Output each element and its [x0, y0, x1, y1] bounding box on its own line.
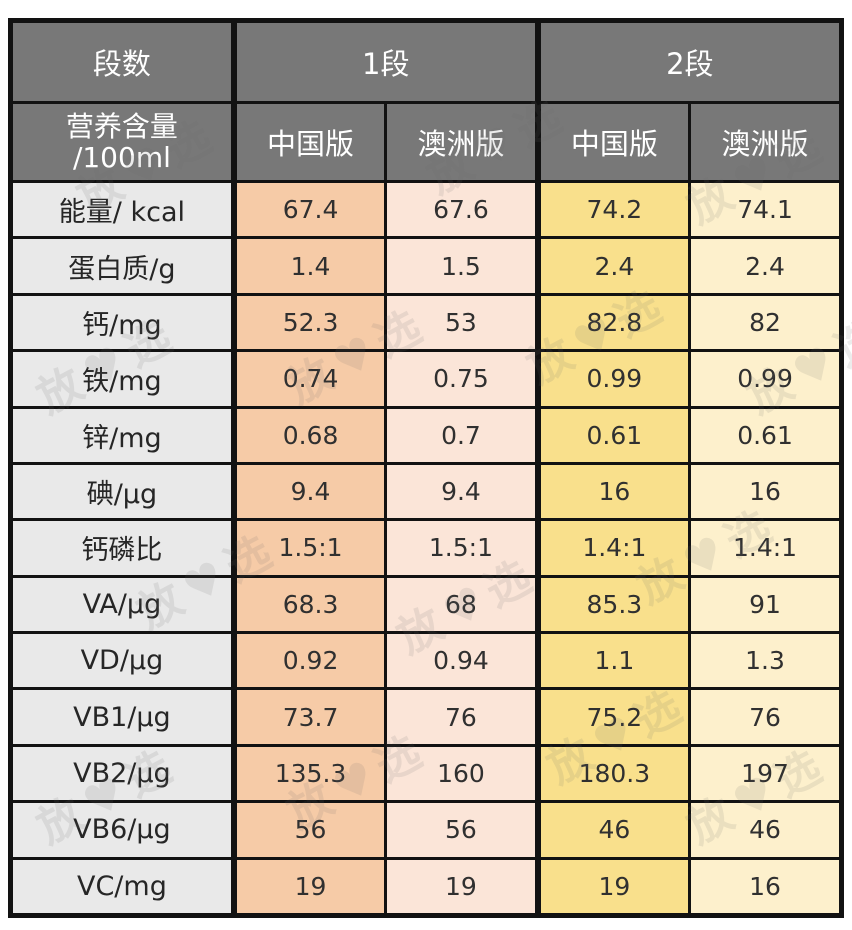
value-stage1-china: 0.68	[230, 405, 388, 465]
row-label: VA/µg	[8, 574, 236, 635]
value-stage1-china: 73.7	[230, 687, 388, 747]
value-stage1-australia: 68	[384, 574, 540, 635]
value-stage1-australia: 0.94	[384, 630, 540, 691]
header-row-versions: 营养含量 /100ml 中国版 澳洲版 中国版 澳洲版	[8, 101, 843, 183]
value-stage1-australia: 1.5:1	[384, 518, 540, 578]
value-stage2-china: 75.2	[534, 687, 692, 747]
value-stage2-australia: 0.99	[688, 349, 843, 409]
value-stage2-australia: 74.1	[688, 179, 843, 240]
value-stage2-china: 1.4:1	[534, 518, 692, 578]
row-label: 能量/ kcal	[8, 179, 236, 240]
value-stage1-china: 19	[230, 856, 388, 917]
value-stage2-china: 46	[534, 800, 692, 860]
value-stage2-china: 0.99	[534, 349, 692, 409]
value-stage2-australia: 2.4	[688, 236, 843, 296]
value-stage1-australia: 56	[384, 800, 540, 860]
row-label: VB1/µg	[8, 687, 236, 747]
table-row-energy: 能量/ kcal 67.4 67.6 74.2 74.1	[8, 179, 843, 240]
value-stage2-china: 19	[534, 856, 692, 917]
value-stage1-china: 68.3	[230, 574, 388, 635]
value-stage2-china: 82.8	[534, 292, 692, 353]
value-stage1-australia: 160	[384, 743, 540, 804]
value-stage1-australia: 76	[384, 687, 540, 747]
unit-label-line1: 营养含量	[65, 109, 178, 143]
table-row-iron: 铁/mg 0.74 0.75 0.99 0.99	[8, 349, 843, 409]
value-stage1-australia: 19	[384, 856, 540, 917]
header-stage1-china: 中国版	[230, 101, 388, 183]
value-stage2-china: 1.1	[534, 630, 692, 691]
row-label: VD/µg	[8, 630, 236, 691]
row-label: 钙/mg	[8, 292, 236, 353]
value-stage2-australia: 16	[688, 856, 843, 917]
value-stage2-australia: 0.61	[688, 405, 843, 465]
value-stage2-china: 0.61	[534, 405, 692, 465]
row-label: 钙磷比	[8, 518, 236, 578]
value-stage1-australia: 53	[384, 292, 540, 353]
value-stage1-china: 52.3	[230, 292, 388, 353]
corner-stage-label: 段数	[8, 19, 236, 104]
value-stage1-china: 1.5:1	[230, 518, 388, 578]
value-stage2-australia: 76	[688, 687, 843, 747]
value-stage2-australia: 1.3	[688, 630, 843, 691]
value-stage2-china: 180.3	[534, 743, 692, 804]
value-stage1-australia: 0.75	[384, 349, 540, 409]
value-stage2-australia: 16	[688, 461, 843, 522]
value-stage1-china: 56	[230, 800, 388, 860]
row-label: 蛋白质/g	[8, 236, 236, 296]
row-label: 铁/mg	[8, 349, 236, 409]
value-stage2-australia: 197	[688, 743, 843, 804]
table-row-vitamin-b6: VB6/µg 56 56 46 46	[8, 800, 843, 860]
header-stage-1: 1段	[230, 19, 540, 104]
value-stage2-australia: 1.4:1	[688, 518, 843, 578]
value-stage2-australia: 46	[688, 800, 843, 860]
table-row-vitamin-b2: VB2/µg 135.3 160 180.3 197	[8, 743, 843, 804]
header-stage1-australia: 澳洲版	[384, 101, 540, 183]
value-stage2-australia: 91	[688, 574, 843, 635]
value-stage1-china: 9.4	[230, 461, 388, 522]
nutrition-table: 段数 1段 2段 营养含量 /100ml 中国版 澳洲版 中国版 澳洲版 能量/…	[8, 18, 844, 918]
header-nutrient-unit: 营养含量 /100ml	[8, 101, 236, 183]
table-row-vitamin-a: VA/µg 68.3 68 85.3 91	[8, 574, 843, 635]
value-stage2-china: 85.3	[534, 574, 692, 635]
row-label: 锌/mg	[8, 405, 236, 465]
value-stage1-china: 135.3	[230, 743, 388, 804]
table-row-ca-p-ratio: 钙磷比 1.5:1 1.5:1 1.4:1 1.4:1	[8, 518, 843, 578]
header-row-stage: 段数 1段 2段	[8, 19, 843, 104]
value-stage1-australia: 67.6	[384, 179, 540, 240]
table-row-protein: 蛋白质/g 1.4 1.5 2.4 2.4	[8, 236, 843, 296]
value-stage2-china: 74.2	[534, 179, 692, 240]
table-row-vitamin-c: VC/mg 19 19 19 16	[8, 856, 843, 917]
value-stage1-australia: 1.5	[384, 236, 540, 296]
value-stage2-australia: 82	[688, 292, 843, 353]
table-row-zinc: 锌/mg 0.68 0.7 0.61 0.61	[8, 405, 843, 465]
table-row-vitamin-b1: VB1/µg 73.7 76 75.2 76	[8, 687, 843, 747]
header-stage2-china: 中国版	[534, 101, 692, 183]
value-stage1-australia: 9.4	[384, 461, 540, 522]
value-stage2-china: 16	[534, 461, 692, 522]
value-stage2-china: 2.4	[534, 236, 692, 296]
row-label: VB6/µg	[8, 800, 236, 860]
table-row-vitamin-d: VD/µg 0.92 0.94 1.1 1.3	[8, 630, 843, 691]
row-label: VB2/µg	[8, 743, 236, 804]
header-stage-2: 2段	[534, 19, 843, 104]
header-stage2-australia: 澳洲版	[688, 101, 843, 183]
value-stage1-china: 0.92	[230, 630, 388, 691]
row-label: VC/mg	[8, 856, 236, 917]
table-row-iodine: 碘/µg 9.4 9.4 16 16	[8, 461, 843, 522]
value-stage1-china: 1.4	[230, 236, 388, 296]
row-label: 碘/µg	[8, 461, 236, 522]
value-stage1-china: 67.4	[230, 179, 388, 240]
table-row-calcium: 钙/mg 52.3 53 82.8 82	[8, 292, 843, 353]
value-stage1-china: 0.74	[230, 349, 388, 409]
unit-label-line2: /100ml	[72, 141, 171, 174]
value-stage1-australia: 0.7	[384, 405, 540, 465]
